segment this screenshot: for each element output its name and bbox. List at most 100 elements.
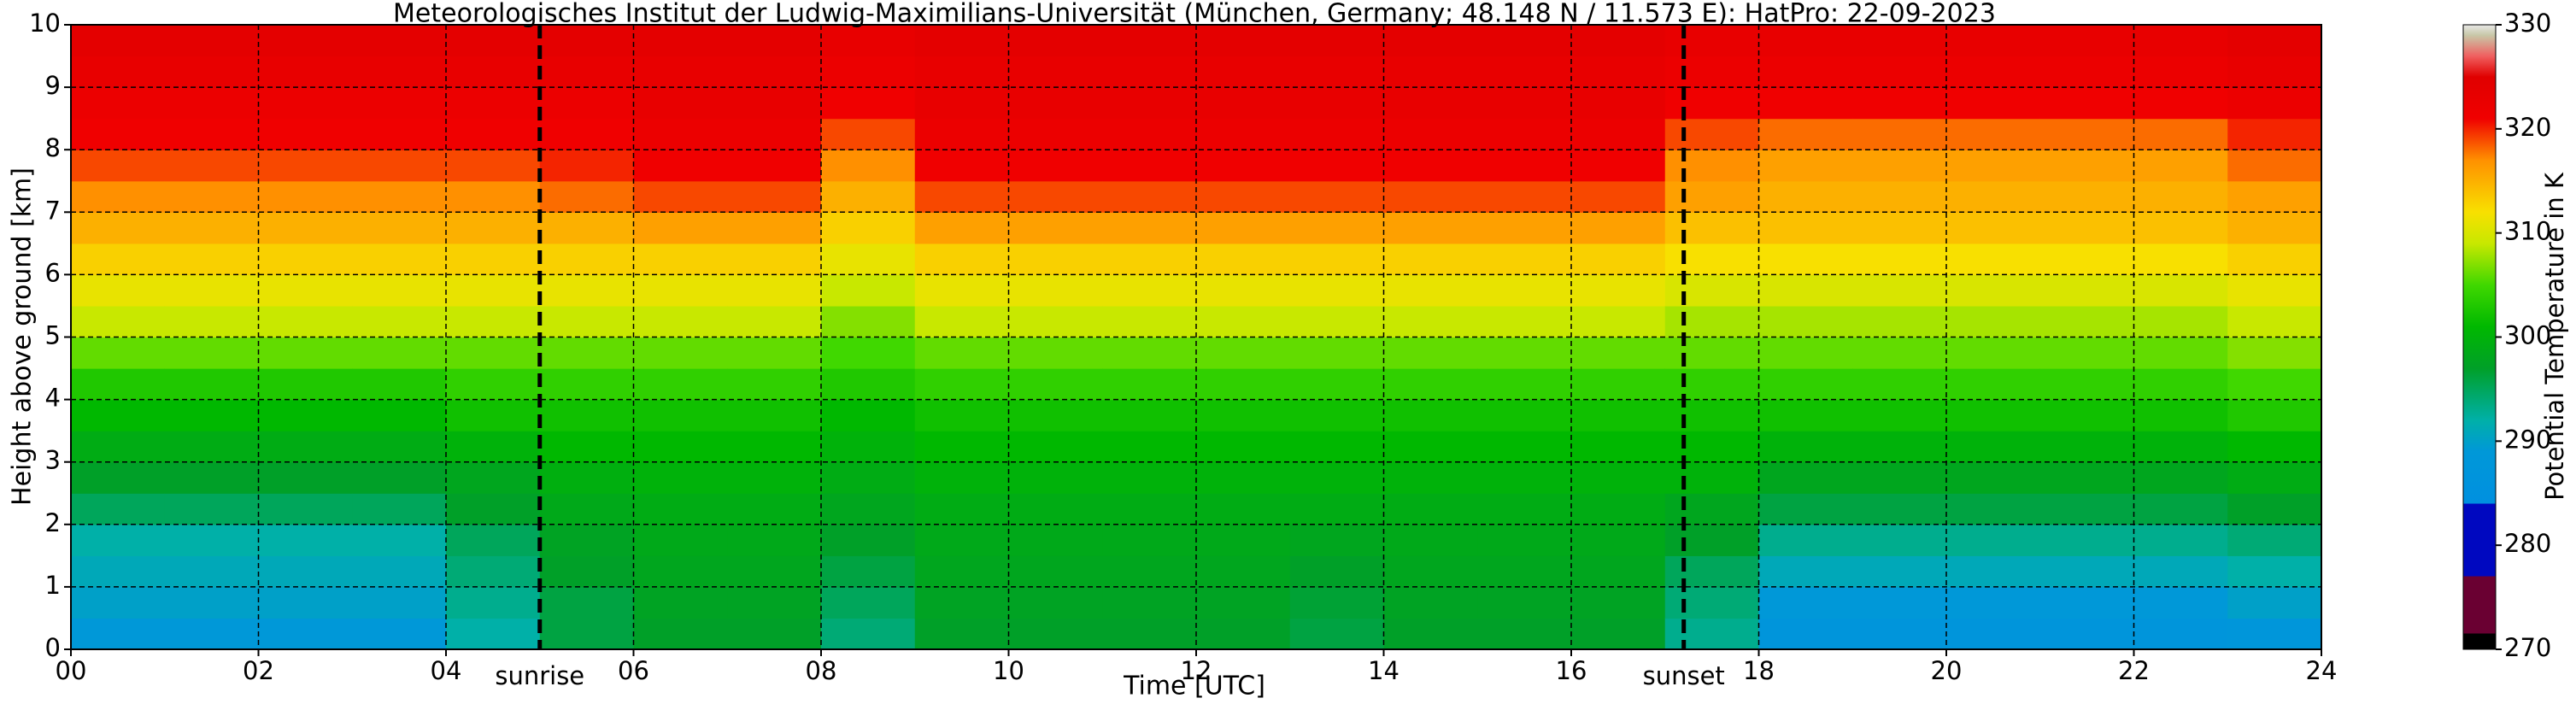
heatmap-cell	[1571, 243, 1666, 275]
heatmap-cell	[1289, 180, 1385, 213]
heatmap-cell	[2039, 180, 2135, 213]
heatmap-cell	[446, 243, 541, 275]
heatmap-cell	[1196, 337, 1291, 369]
heatmap-cell	[633, 618, 728, 650]
heatmap-cell	[1196, 555, 1291, 588]
heatmap-cell	[1383, 305, 1478, 338]
heatmap-cell	[1758, 87, 1853, 120]
heatmap-cell	[352, 586, 447, 619]
heatmap-cell	[1102, 337, 1197, 369]
heatmap-cell	[1946, 56, 2041, 88]
heatmap-cell	[1758, 274, 1853, 307]
heatmap-cell	[164, 368, 260, 401]
colorbar-label: Potential Temperature in K	[2540, 172, 2569, 501]
heatmap-cell	[1008, 555, 1103, 588]
heatmap-cell	[2227, 368, 2322, 401]
heatmap-cell	[1477, 431, 1572, 463]
heatmap-cell	[539, 586, 635, 619]
heatmap-cell	[821, 118, 916, 150]
heatmap-cell	[1383, 25, 1478, 57]
heatmap-cell	[164, 150, 260, 182]
heatmap-cell	[1852, 212, 1947, 244]
heatmap-cell	[1946, 180, 2041, 213]
heatmap-cell	[914, 618, 1010, 650]
heatmap-cell	[1571, 368, 1666, 401]
heatmap-cell	[164, 118, 260, 150]
heatmap-cell	[71, 118, 166, 150]
heatmap-cell	[821, 25, 916, 57]
heatmap-cell	[1383, 243, 1478, 275]
heatmap-cell	[914, 431, 1010, 463]
heatmap-cell	[1571, 493, 1666, 525]
heatmap-cell	[1102, 118, 1197, 150]
heatmap-cell	[633, 150, 728, 182]
heatmap-cell	[164, 618, 260, 650]
heatmap	[71, 25, 2322, 650]
heatmap-cell	[633, 212, 728, 244]
heatmap-cell	[2227, 493, 2322, 525]
heatmap-cell	[2227, 618, 2322, 650]
heatmap-cell	[1289, 25, 1385, 57]
heatmap-cell	[1383, 150, 1478, 182]
heatmap-cell	[2227, 212, 2322, 244]
heatmap-cell	[258, 274, 353, 307]
heatmap-cell	[1758, 368, 1853, 401]
heatmap-cell	[446, 337, 541, 369]
heatmap-cell	[1196, 368, 1291, 401]
heatmap-cell	[1196, 461, 1291, 494]
heatmap-cell	[258, 87, 353, 120]
heatmap-cell	[1477, 274, 1572, 307]
heatmap-cell	[539, 87, 635, 120]
heatmap-cell	[1852, 493, 1947, 525]
heatmap-cell	[1383, 493, 1478, 525]
heatmap-cell	[821, 274, 916, 307]
heatmap-cell	[164, 586, 260, 619]
colorbar-tick-label: 290	[2504, 425, 2551, 454]
heatmap-cell	[258, 618, 353, 650]
heatmap-cell	[71, 618, 166, 650]
heatmap-cell	[1664, 25, 1760, 57]
heatmap-cell	[1758, 586, 1853, 619]
heatmap-cell	[1664, 618, 1760, 650]
heatmap-cell	[1664, 305, 1760, 338]
heatmap-cell	[71, 555, 166, 588]
heatmap-cell	[2039, 118, 2135, 150]
heatmap-cell	[446, 25, 541, 57]
heatmap-cell	[1102, 493, 1197, 525]
heatmap-cell	[914, 180, 1010, 213]
heatmap-cell	[1477, 368, 1572, 401]
heatmap-cell	[352, 368, 447, 401]
heatmap-cell	[2133, 274, 2228, 307]
heatmap-cell	[352, 461, 447, 494]
heatmap-cell	[1664, 431, 1760, 463]
heatmap-cell	[164, 212, 260, 244]
heatmap-cell	[2039, 305, 2135, 338]
heatmap-cell	[1289, 118, 1385, 150]
heatmap-cell	[1196, 399, 1291, 431]
heatmap-cell	[2133, 87, 2228, 120]
heatmap-cell	[2133, 524, 2228, 556]
heatmap-cell	[1852, 274, 1947, 307]
heatmap-cell	[258, 212, 353, 244]
heatmap-cell	[914, 118, 1010, 150]
heatmap-cell	[727, 337, 822, 369]
heatmap-cell	[2039, 87, 2135, 120]
heatmap-cell	[1946, 87, 2041, 120]
heatmap-cell	[2039, 618, 2135, 650]
heatmap-cell	[2227, 586, 2322, 619]
heatmap-cell	[2133, 212, 2228, 244]
heatmap-cell	[446, 524, 541, 556]
heatmap-cell	[1852, 586, 1947, 619]
heatmap-cell	[2227, 555, 2322, 588]
heatmap-cell	[1852, 118, 1947, 150]
heatmap-cell	[1102, 305, 1197, 338]
heatmap-cell	[352, 87, 447, 120]
heatmap-cell	[1571, 56, 1666, 88]
heatmap-cell	[914, 461, 1010, 494]
heatmap-cell	[2227, 337, 2322, 369]
heatmap-cell	[258, 524, 353, 556]
heatmap-cell	[71, 56, 166, 88]
heatmap-cell	[1852, 243, 1947, 275]
heatmap-cell	[1664, 118, 1760, 150]
